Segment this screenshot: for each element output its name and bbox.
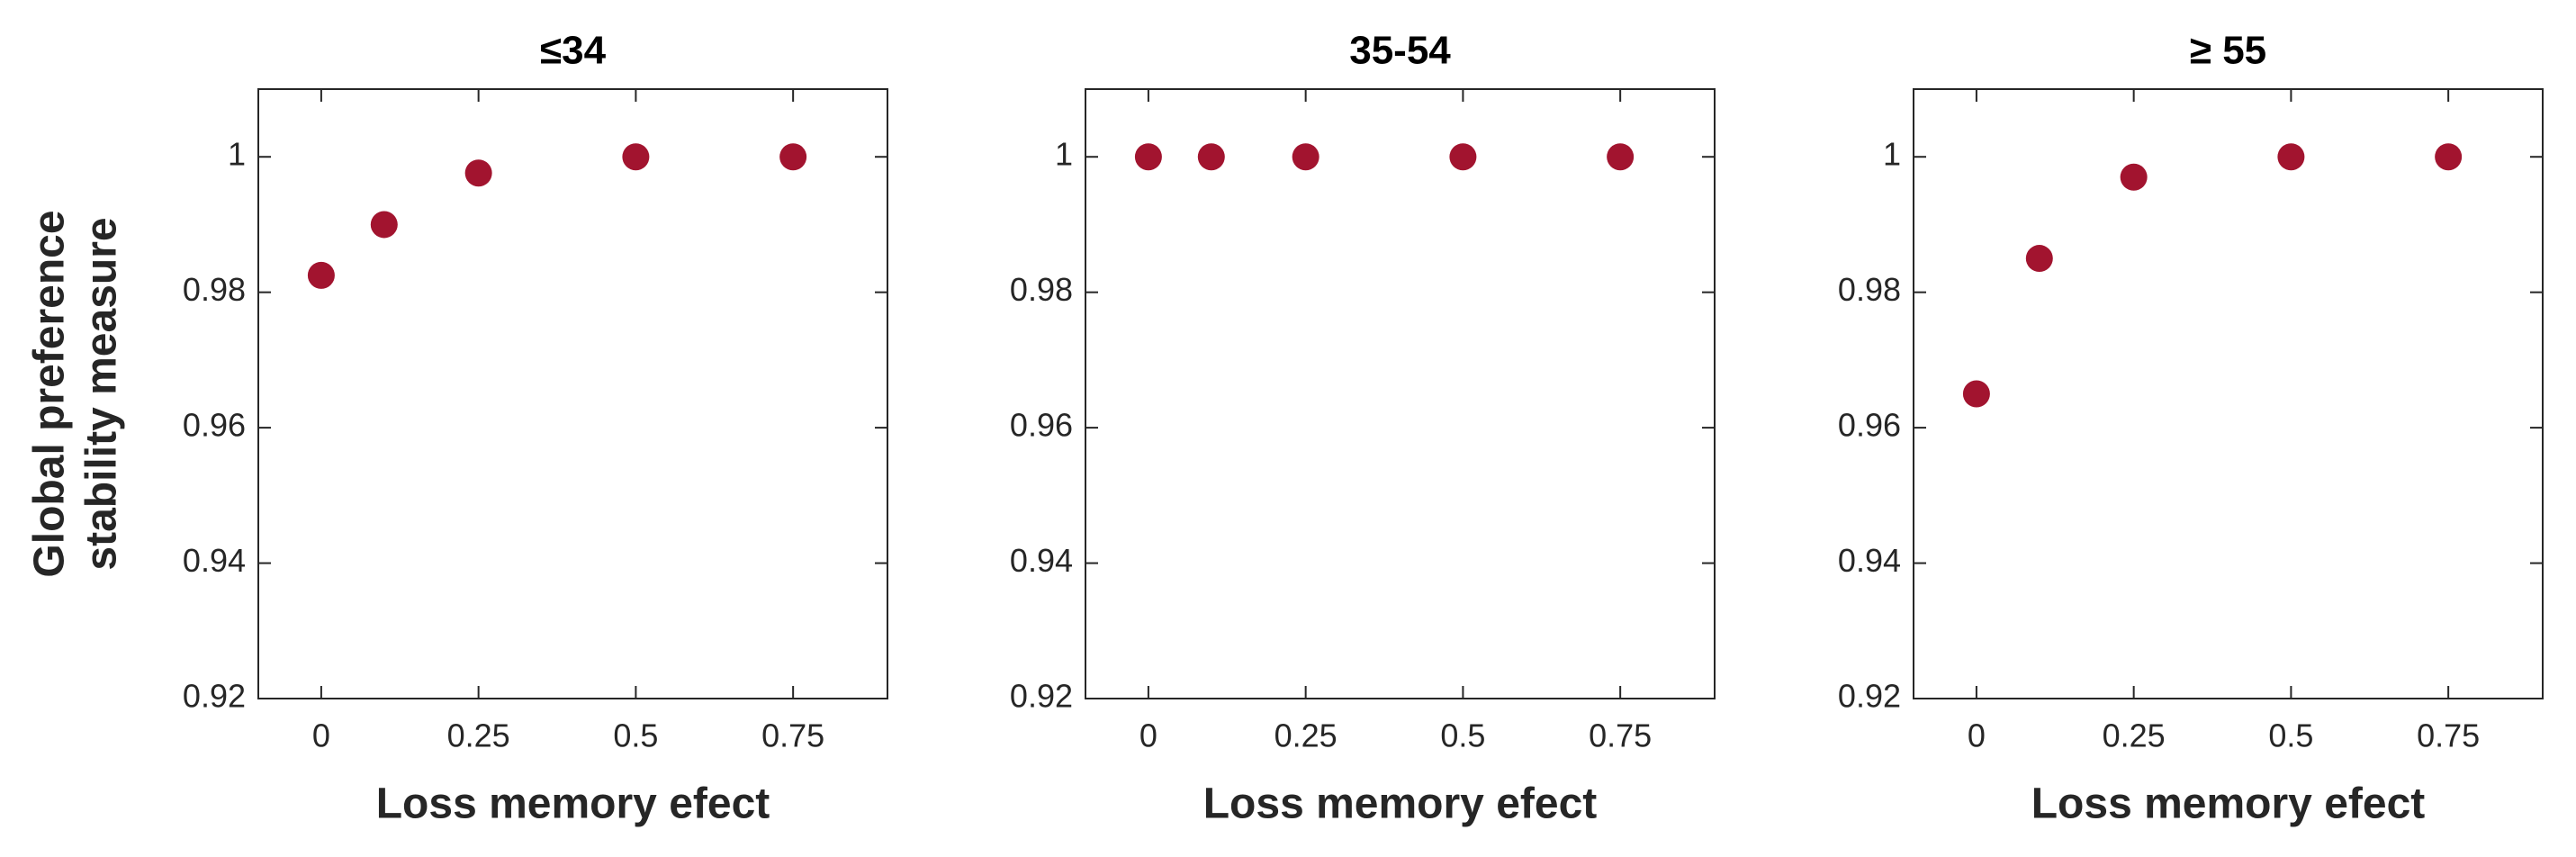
axes-box xyxy=(1085,88,1716,699)
chart-title: ≥ 55 xyxy=(2190,29,2266,73)
point xyxy=(1134,143,1162,171)
y-tick-label: 0.96 xyxy=(183,407,246,444)
x-tick-label: 0.5 xyxy=(613,717,658,754)
y-tick-label: 1 xyxy=(1883,136,1901,173)
x-tick-label: 0 xyxy=(1139,717,1157,754)
point xyxy=(2435,143,2463,171)
chart-title: 35-54 xyxy=(1349,29,1451,73)
axes-box xyxy=(1913,88,2544,699)
point xyxy=(2277,143,2305,171)
y-tick-label: 0.94 xyxy=(183,542,246,579)
y-tick-label: 1 xyxy=(1055,136,1073,173)
y-tick-label: 0.94 xyxy=(1838,542,1901,579)
point xyxy=(1607,143,1635,171)
point xyxy=(779,143,807,171)
y-tick-label: 0.92 xyxy=(1838,678,1901,715)
point xyxy=(307,261,335,289)
point xyxy=(2120,163,2148,191)
y-tick-label: 0.98 xyxy=(1838,271,1901,308)
y-axis-label: stability measure xyxy=(78,217,126,570)
x-tick-label: 0.25 xyxy=(2103,717,2166,754)
x-tick-label: 0.75 xyxy=(1589,717,1652,754)
x-tick-label: 0.75 xyxy=(2417,717,2480,754)
point xyxy=(2025,245,2053,273)
point xyxy=(370,211,398,239)
point xyxy=(622,143,650,171)
y-tick-label: 0.92 xyxy=(1010,678,1073,715)
axes-box xyxy=(257,88,888,699)
x-axis-label: Loss memory efect xyxy=(1203,780,1598,828)
point xyxy=(464,159,492,187)
y-tick-label: 0.98 xyxy=(1010,271,1073,308)
x-axis-label: Loss memory efect xyxy=(376,780,770,828)
x-tick-label: 0.25 xyxy=(447,717,510,754)
x-tick-label: 0.5 xyxy=(1440,717,1485,754)
x-tick-label: 0.5 xyxy=(2268,717,2313,754)
point xyxy=(1449,143,1477,171)
point xyxy=(1197,143,1225,171)
y-tick-label: 1 xyxy=(228,136,246,173)
y-tick-label: 0.94 xyxy=(1010,542,1073,579)
y-tick-label: 0.96 xyxy=(1838,407,1901,444)
x-tick-label: 0 xyxy=(1968,717,1986,754)
y-axis-label: Global preference xyxy=(26,210,74,577)
y-tick-label: 0.92 xyxy=(183,678,246,715)
y-tick-label: 0.98 xyxy=(183,271,246,308)
chart-title: ≤34 xyxy=(540,29,607,73)
y-tick-label: 0.96 xyxy=(1010,407,1073,444)
x-axis-label: Loss memory efect xyxy=(2031,780,2426,828)
x-tick-label: 0.25 xyxy=(1274,717,1338,754)
x-tick-label: 0 xyxy=(312,717,330,754)
x-tick-label: 0.75 xyxy=(761,717,824,754)
point xyxy=(1962,380,1990,408)
point xyxy=(1292,143,1320,171)
